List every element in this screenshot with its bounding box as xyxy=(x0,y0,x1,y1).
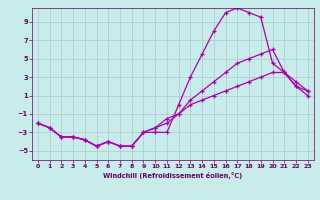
X-axis label: Windchill (Refroidissement éolien,°C): Windchill (Refroidissement éolien,°C) xyxy=(103,172,243,179)
